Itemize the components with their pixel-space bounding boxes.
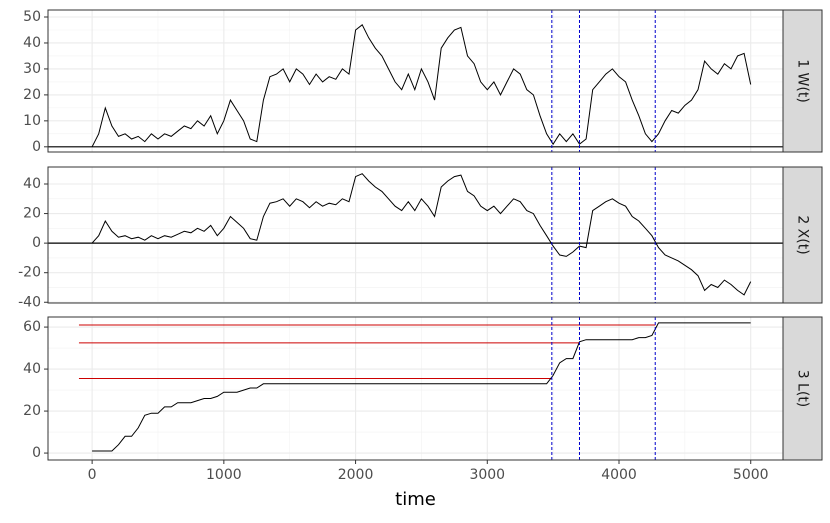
- strip-label: 2 X(t): [795, 215, 811, 254]
- x-tick-label: 0: [88, 467, 97, 483]
- y-tick-label: 40: [23, 361, 41, 377]
- y-tick-label: 60: [23, 319, 41, 335]
- x-tick-label: 2000: [338, 467, 374, 483]
- y-tick-label: 40: [23, 176, 41, 192]
- panel-background: [48, 10, 783, 152]
- y-tick-label: 20: [23, 87, 41, 103]
- y-tick-label: 0: [32, 139, 41, 155]
- y-tick-label: 20: [23, 206, 41, 222]
- x-tick-label: 4000: [601, 467, 637, 483]
- strip-label: 1 W(t): [795, 59, 811, 103]
- x-axis-label: time: [395, 489, 436, 510]
- series-line: [91, 173, 752, 296]
- strip-label: 3 L(t): [795, 370, 811, 408]
- y-tick-label: 0: [32, 445, 41, 461]
- panel-background: [48, 317, 783, 460]
- series-line: [91, 24, 752, 148]
- y-tick-label: -40: [18, 294, 41, 310]
- y-tick-label: 10: [23, 113, 41, 129]
- y-tick-label: 40: [23, 35, 41, 51]
- series-line: [92, 322, 751, 452]
- x-tick-label: 5000: [733, 467, 769, 483]
- strip: [782, 166, 823, 304]
- y-tick-label: 0: [32, 235, 41, 251]
- strip: [782, 9, 823, 153]
- y-tick-label: 20: [23, 403, 41, 419]
- y-tick-label: 50: [23, 9, 41, 25]
- x-tick-label: 1000: [206, 467, 242, 483]
- strip: [782, 316, 823, 461]
- y-tick-label: -20: [18, 265, 41, 281]
- y-tick-label: 30: [23, 61, 41, 77]
- panel-background: [48, 167, 783, 303]
- x-tick-label: 3000: [469, 467, 505, 483]
